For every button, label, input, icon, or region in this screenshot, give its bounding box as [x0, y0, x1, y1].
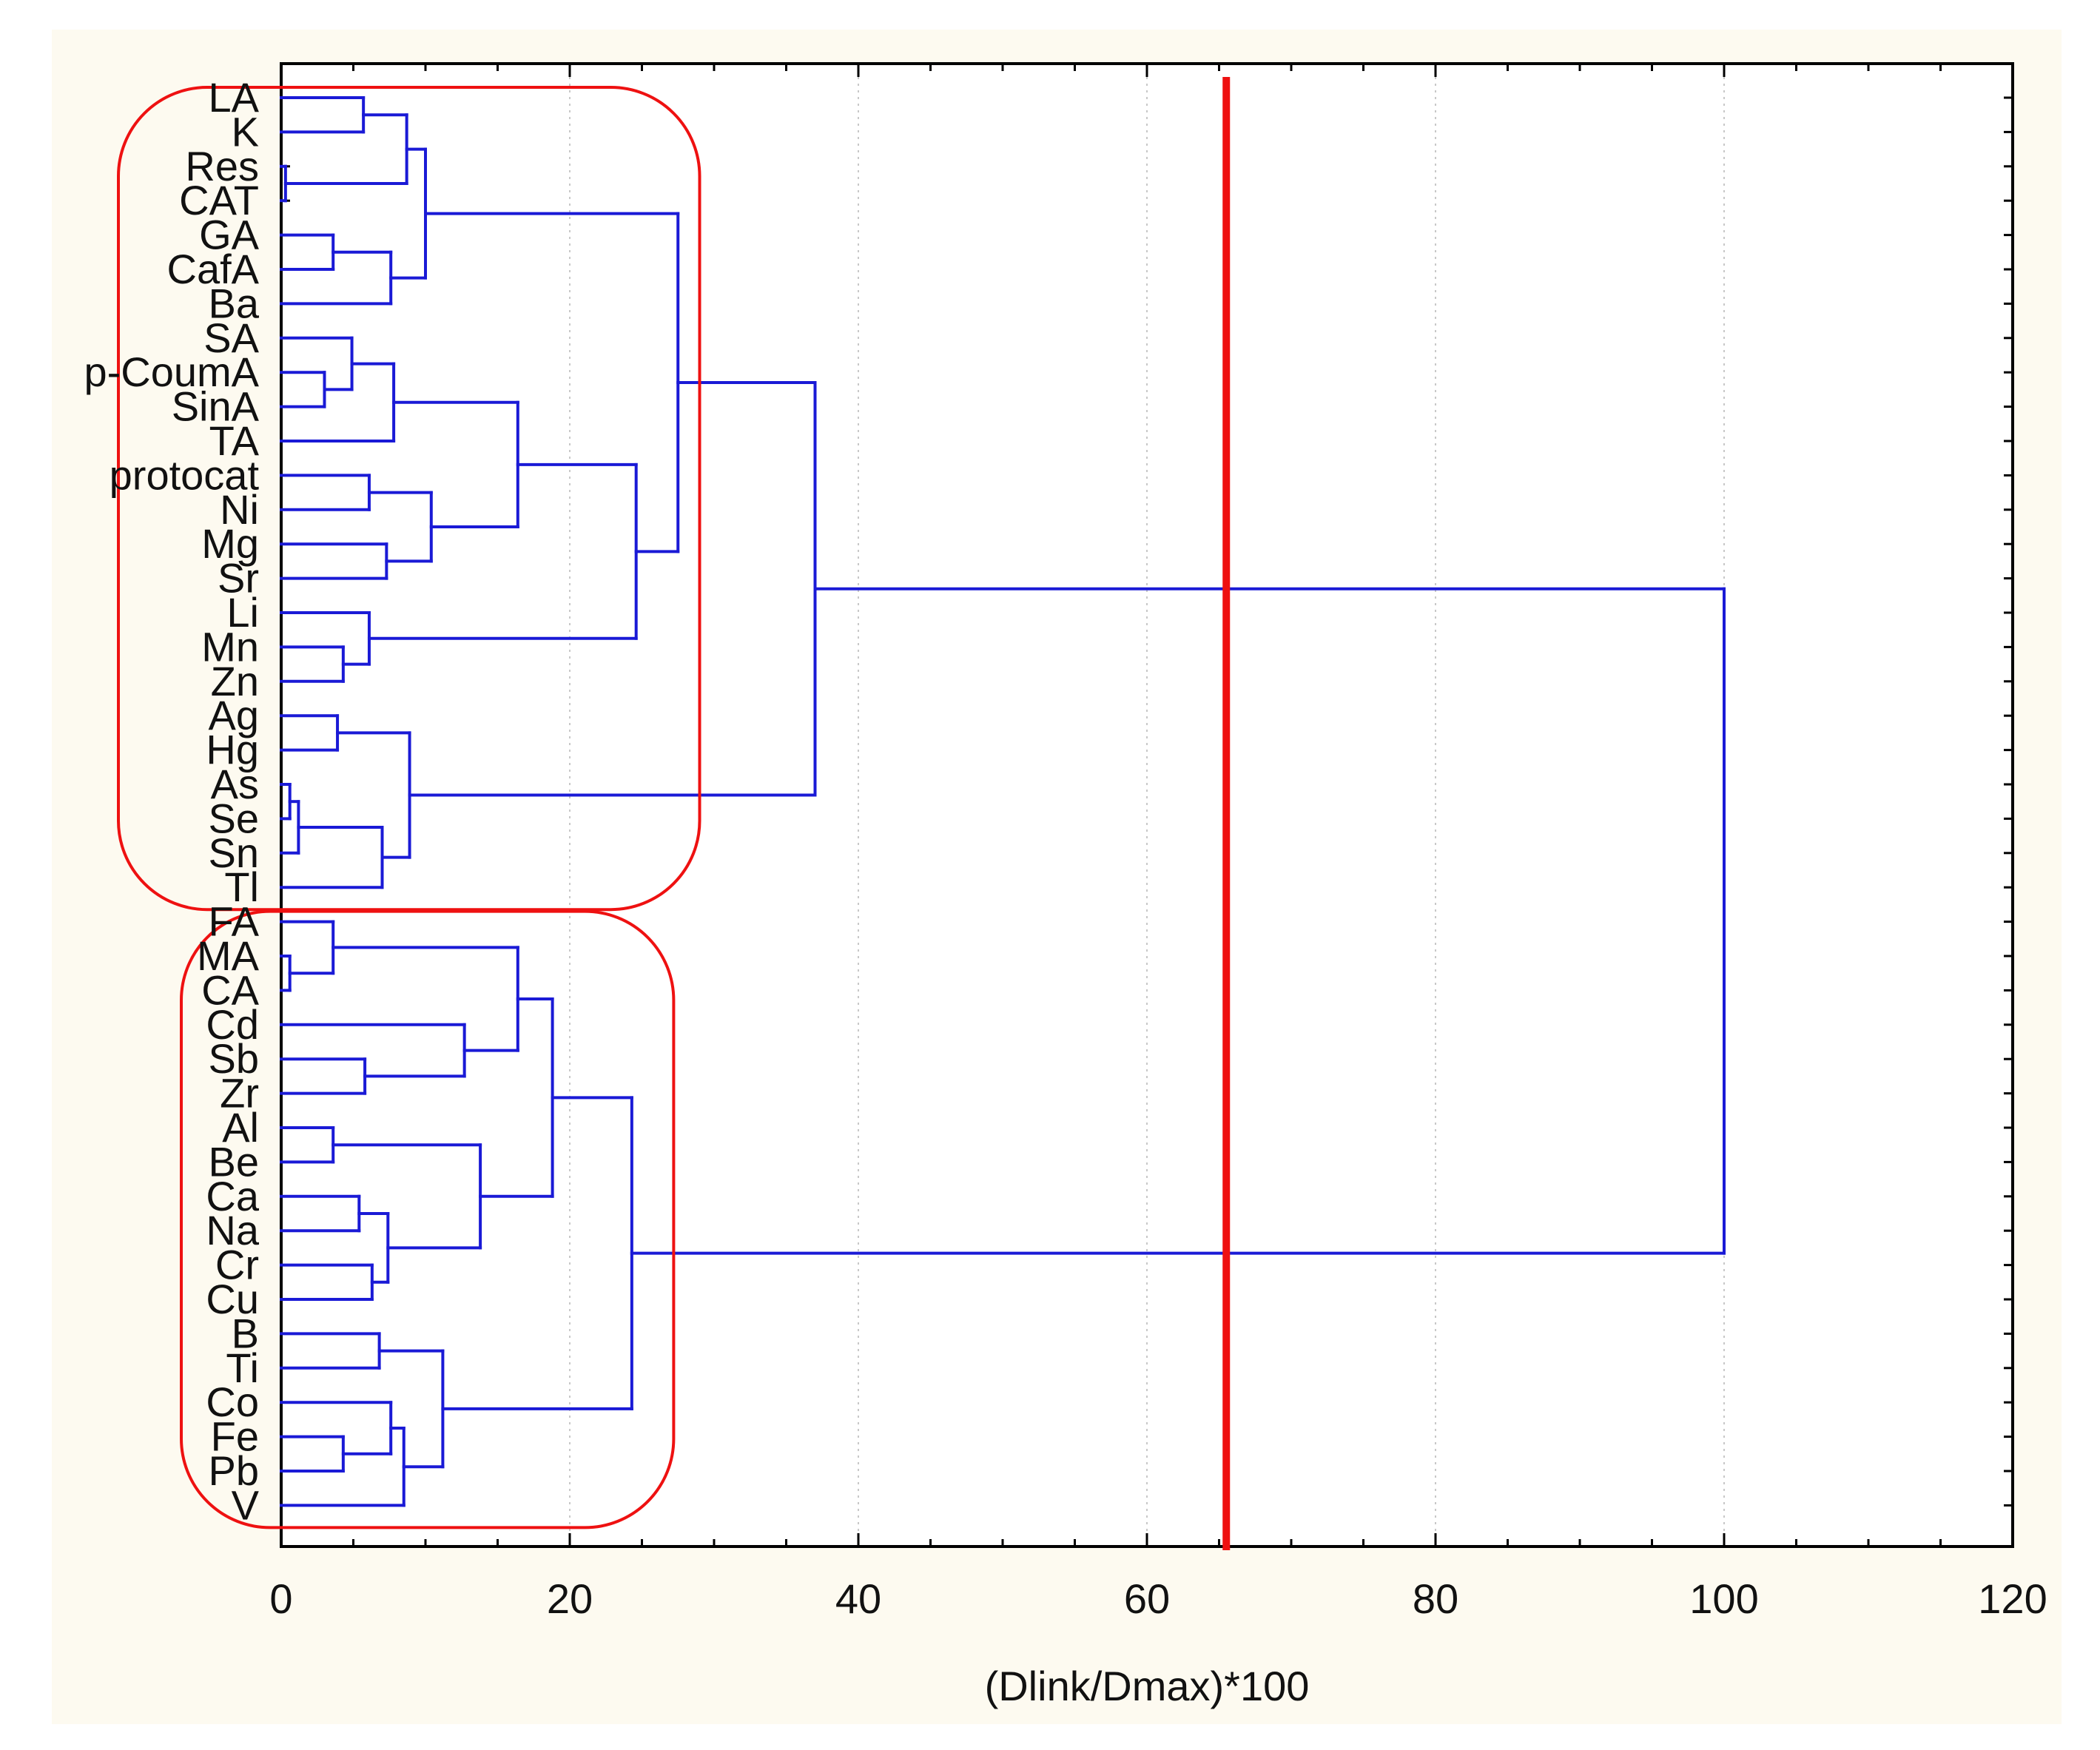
- leaf-label: Na: [206, 1207, 259, 1253]
- leaf-label: Res: [185, 143, 259, 189]
- x-tick-label: 20: [547, 1575, 593, 1622]
- x-tick-label: 60: [1124, 1575, 1170, 1622]
- dendrogram-branches: [280, 96, 1726, 1507]
- leaf-label: Sb: [209, 1035, 260, 1082]
- leaf-label: p-CoumA: [84, 349, 259, 395]
- leaf-label: K: [232, 108, 259, 155]
- leaf-label: Li: [226, 589, 259, 636]
- leaf-label: Zn: [211, 658, 259, 704]
- leaf-label: Be: [209, 1138, 260, 1185]
- x-tick-label: 40: [835, 1575, 881, 1622]
- leaf-label: CA: [201, 966, 259, 1013]
- leaf-label: CAT: [179, 177, 259, 223]
- leaf-label: Pb: [209, 1447, 260, 1494]
- leaf-label: SA: [203, 314, 259, 361]
- x-tick-label: 0: [269, 1575, 292, 1622]
- leaf-label: Ti: [226, 1345, 259, 1391]
- leaf-label: Ca: [206, 1173, 259, 1219]
- cluster-box: [117, 86, 701, 912]
- leaf-label: SinA: [172, 383, 260, 430]
- leaf-label: Tl: [224, 864, 259, 910]
- cluster-box: [180, 909, 676, 1529]
- leaf-label: Cr: [215, 1242, 259, 1288]
- leaf-label: protocat: [110, 451, 260, 498]
- leaf-label: As: [211, 761, 259, 807]
- leaf-label: Hg: [206, 727, 259, 773]
- leaf-label: Co: [206, 1379, 259, 1425]
- leaf-label: Mg: [201, 520, 259, 567]
- leaf-label: LA: [209, 74, 260, 121]
- leaf-label: Se: [209, 795, 260, 841]
- x-tick-label: 120: [1978, 1575, 2047, 1622]
- leaf-label: Ag: [209, 692, 260, 738]
- leaf-label: Zr: [220, 1070, 259, 1117]
- leaf-label: GA: [199, 212, 260, 258]
- leaf-label: Mn: [201, 623, 259, 670]
- x-tick-label: 100: [1689, 1575, 1758, 1622]
- leaf-label: MA: [197, 932, 260, 979]
- x-axis-label: (Dlink/Dmax)*100: [985, 1663, 1310, 1709]
- leaf-label: Cu: [206, 1276, 259, 1322]
- leaf-label: Cd: [206, 1001, 259, 1048]
- leaf-label: TA: [209, 417, 260, 464]
- leaf-label: Sr: [218, 555, 259, 602]
- leaf-labels: LAKResCATGACafABaSAp-CoumASinATAprotocat…: [84, 74, 259, 1528]
- x-tick-label: 80: [1413, 1575, 1458, 1622]
- leaf-label: CafA: [167, 246, 260, 292]
- leaf-label: Ba: [209, 280, 260, 326]
- x-tick-labels: 0 20 40 60 80 100 120: [269, 1575, 2047, 1622]
- leaf-label: B: [232, 1310, 259, 1356]
- leaf-label: Fe: [211, 1413, 259, 1460]
- leaf-label: FA: [209, 898, 260, 945]
- cluster-boxes: [117, 86, 701, 1529]
- leaf-label: Ni: [220, 486, 259, 533]
- leaf-label: Al: [222, 1104, 259, 1151]
- leaf-label: Sn: [209, 829, 260, 876]
- leaf-label: V: [232, 1481, 260, 1528]
